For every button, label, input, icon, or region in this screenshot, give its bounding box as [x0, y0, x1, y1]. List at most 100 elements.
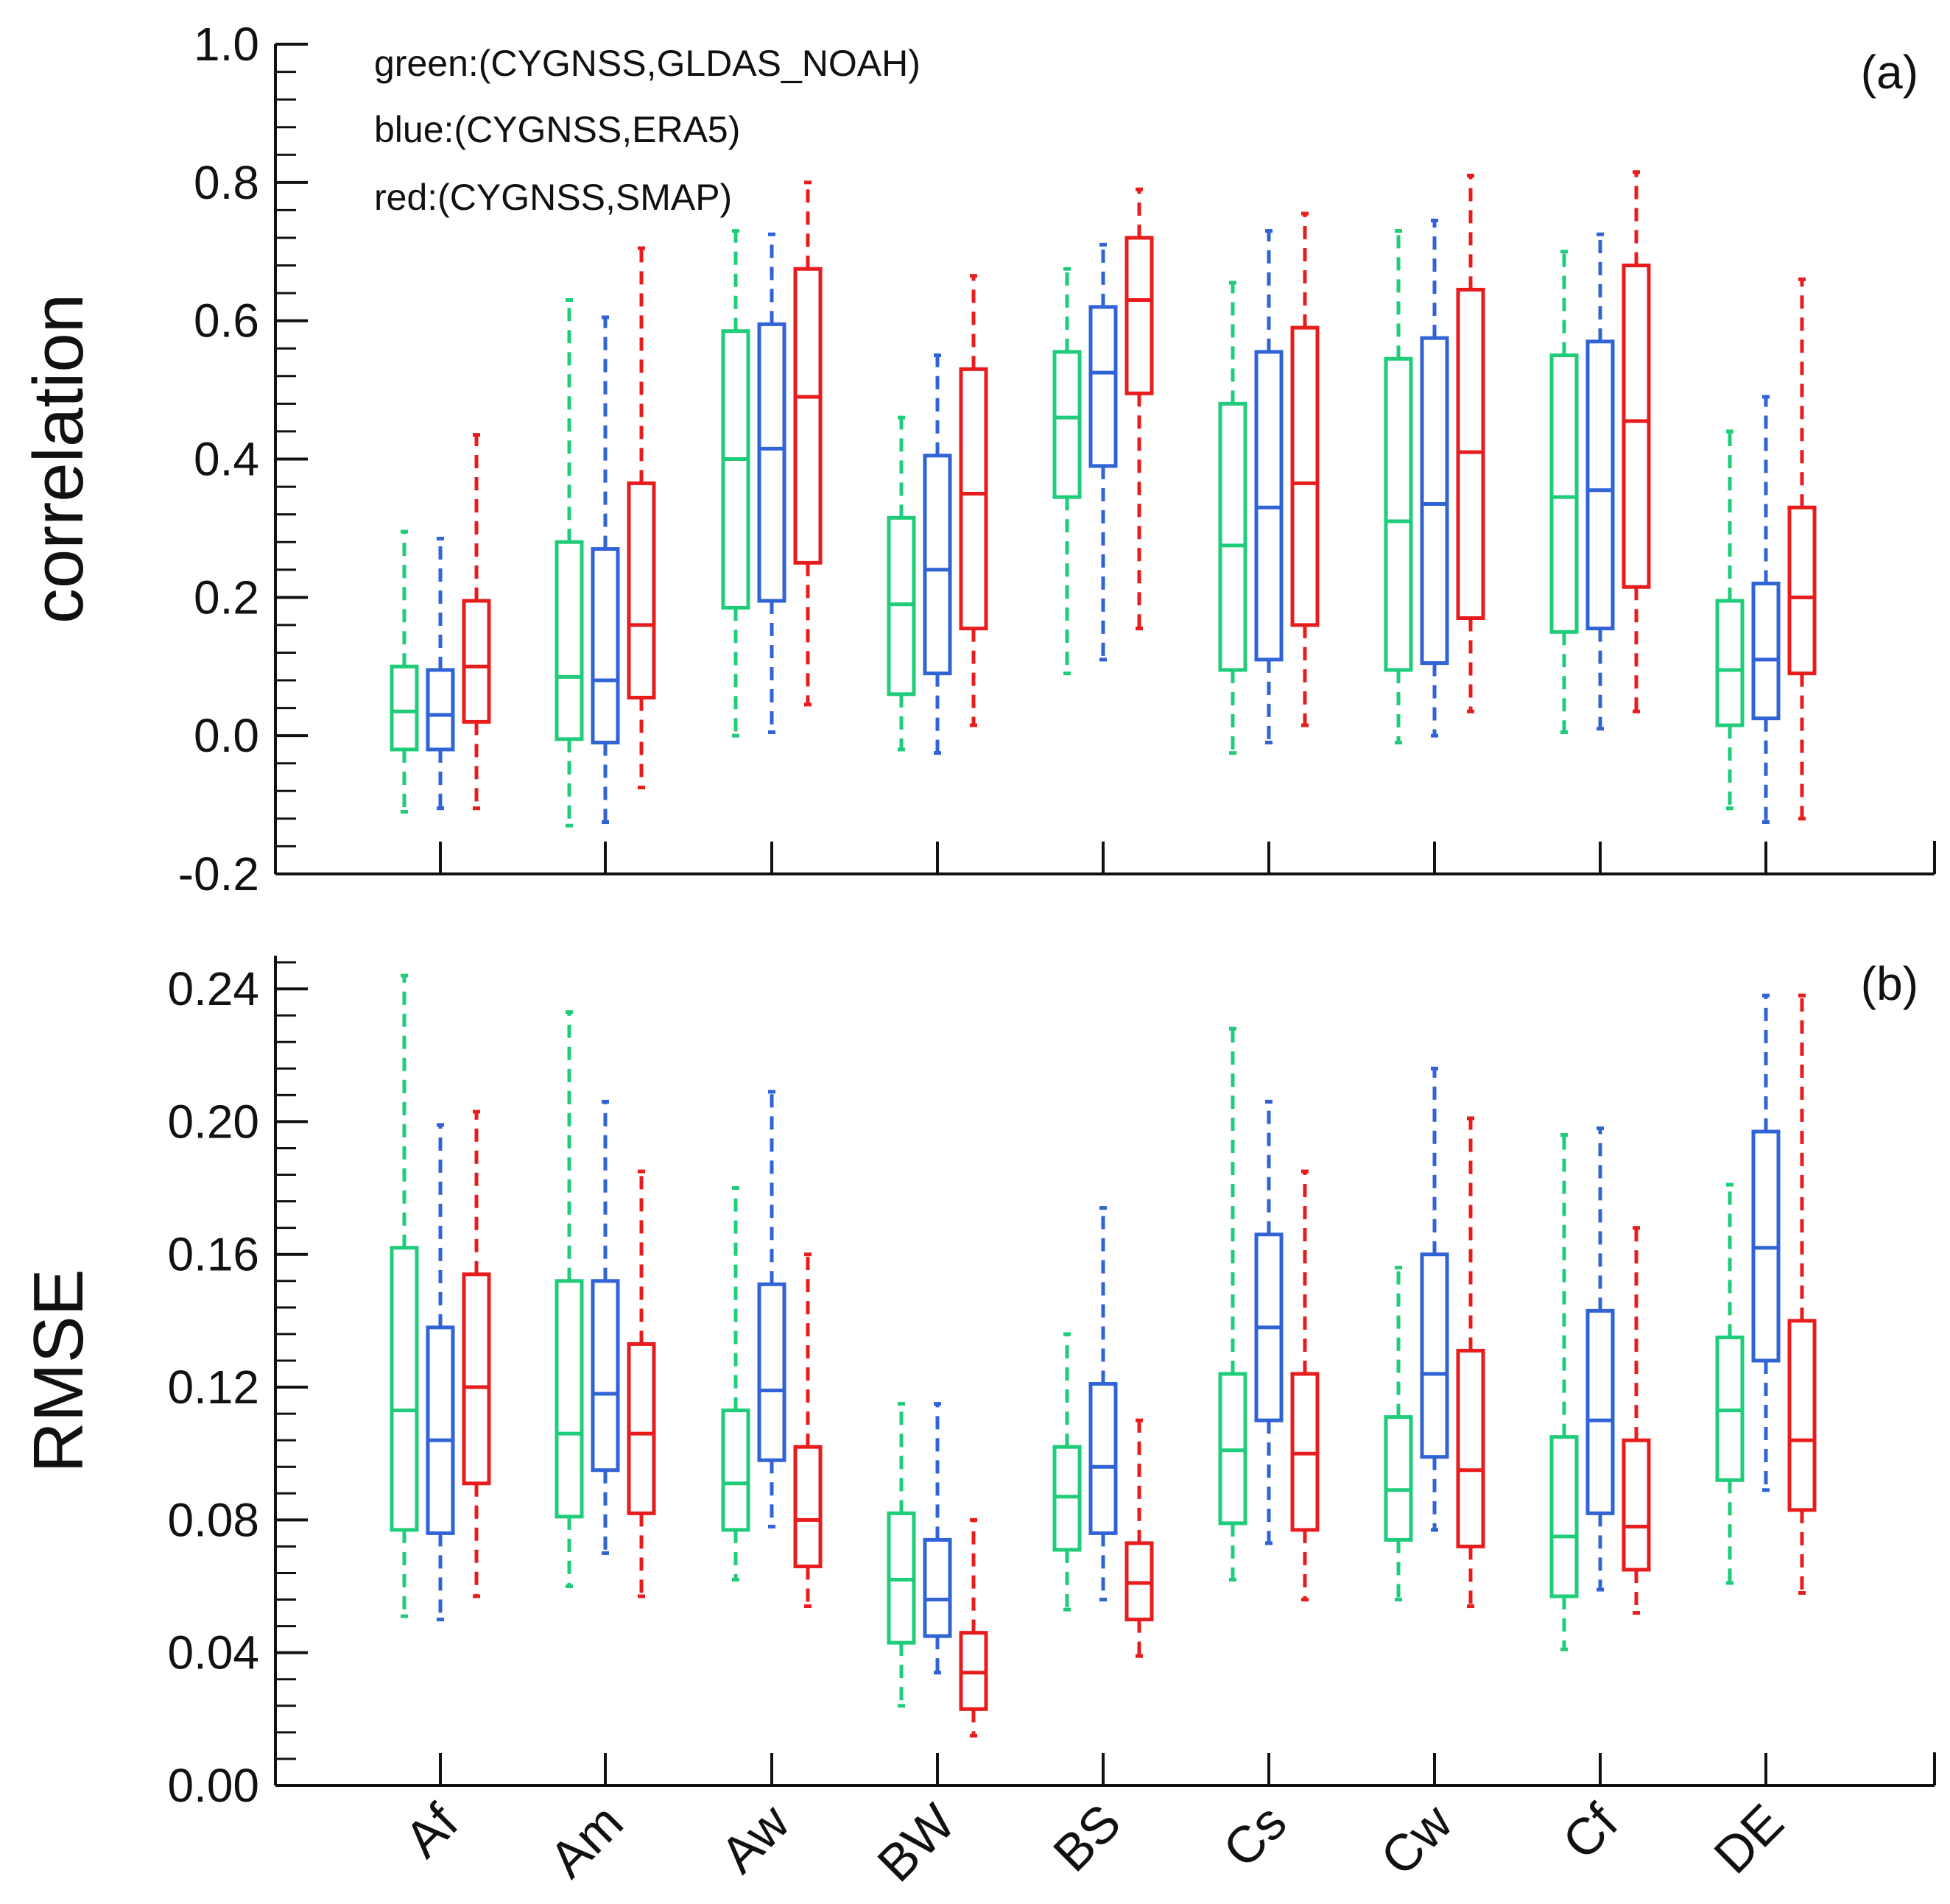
- box-Cs-1: [1254, 229, 1284, 745]
- box-Am-2: [627, 1169, 656, 1598]
- box-Am-1: [591, 315, 620, 825]
- boxes: [390, 973, 1817, 1738]
- iqr-box: [721, 1408, 750, 1532]
- iqr-box: [1290, 325, 1320, 627]
- box-Af-0: [390, 973, 419, 1618]
- category-label: DE: [1703, 1793, 1795, 1884]
- iqr-box: [1088, 305, 1118, 468]
- iqr-box: [1549, 353, 1579, 634]
- box-Cw-2: [1456, 1116, 1485, 1609]
- iqr-box: [591, 547, 620, 745]
- legend: green:(CYGNSS,GLDAS_NOAH) blue:(CYGNSS,E…: [374, 43, 921, 218]
- box-DE-2: [1787, 277, 1817, 821]
- iqr-box: [1787, 505, 1817, 676]
- box-Cs-0: [1218, 1026, 1247, 1582]
- box-Am-2: [627, 246, 656, 790]
- iqr-box: [555, 540, 584, 741]
- box-Af-1: [426, 537, 455, 811]
- iqr-box: [462, 599, 491, 724]
- box-BS-0: [1052, 267, 1082, 676]
- y-tick-label: 0.6: [194, 295, 259, 348]
- box-BW-2: [959, 274, 988, 727]
- box-Aw-2: [793, 180, 823, 707]
- y-axis-title: RMSE: [19, 1269, 98, 1473]
- iqr-box: [555, 1279, 584, 1519]
- iqr-box: [627, 481, 656, 700]
- iqr-box: [1585, 339, 1615, 631]
- iqr-box: [1622, 264, 1651, 589]
- box-BS-1: [1088, 242, 1118, 662]
- category-label: Af: [394, 1793, 469, 1868]
- box-Af-0: [390, 529, 419, 814]
- iqr-box: [1052, 350, 1082, 499]
- box-Cw-1: [1420, 1066, 1449, 1532]
- box-Cw-0: [1384, 229, 1413, 745]
- y-tick-label: 0.4: [194, 433, 259, 486]
- box-Am-1: [591, 1099, 620, 1555]
- box-Cs-0: [1218, 281, 1247, 755]
- box-Am-0: [555, 297, 584, 828]
- legend-entry-green: green:(CYGNSS,GLDAS_NOAH): [374, 43, 921, 84]
- y-tick-label: 0.16: [167, 1228, 259, 1281]
- panel-label: (a): [1861, 46, 1918, 99]
- iqr-box: [1549, 1435, 1579, 1598]
- box-Cf-1: [1585, 1126, 1615, 1592]
- box-DE-0: [1715, 429, 1745, 811]
- iqr-box: [923, 454, 952, 676]
- box-Cf-1: [1585, 232, 1615, 731]
- iqr-box: [959, 367, 988, 631]
- y-tick-label: -0.2: [178, 847, 259, 900]
- box-Af-2: [462, 433, 491, 811]
- y-tick-label: 1.0: [194, 18, 259, 71]
- iqr-box: [1384, 1415, 1413, 1542]
- y-tick-label: 0.8: [194, 156, 259, 209]
- panel-label: (b): [1861, 957, 1918, 1010]
- box-Cs-2: [1290, 211, 1320, 727]
- box-Af-2: [462, 1110, 491, 1598]
- y-tick-label: 0.20: [167, 1095, 259, 1148]
- iqr-box: [757, 1282, 786, 1462]
- box-Aw-1: [757, 1090, 786, 1529]
- iqr-box: [426, 1325, 455, 1535]
- box-BS-2: [1124, 187, 1154, 631]
- iqr-box: [390, 664, 419, 752]
- rmse-panel: 0.00 0.04 0.08 0.12 0.16 0.20 0.24 RMSE (b): [19, 956, 1936, 1812]
- iqr-box: [721, 329, 750, 610]
- box-Aw-0: [721, 229, 750, 738]
- box-Cf-0: [1549, 250, 1579, 734]
- box-Aw-2: [793, 1252, 823, 1609]
- box-Cw-0: [1384, 1266, 1413, 1602]
- box-Cf-2: [1622, 170, 1651, 713]
- y-tick-label: 0.0: [194, 709, 259, 762]
- y-tick-label: 0.00: [167, 1759, 259, 1812]
- box-Aw-1: [757, 232, 786, 734]
- category-label: Am: [538, 1793, 633, 1888]
- iqr-box: [1088, 1382, 1118, 1535]
- category-label: Cf: [1552, 1793, 1629, 1870]
- box-Cs-1: [1254, 1099, 1284, 1545]
- box-Cf-2: [1622, 1226, 1651, 1615]
- box-BW-0: [887, 1402, 916, 1708]
- box-DE-2: [1787, 993, 1817, 1596]
- box-Af-1: [426, 1123, 455, 1622]
- iqr-box: [1384, 356, 1413, 672]
- iqr-box: [462, 1272, 491, 1486]
- box-DE-1: [1751, 993, 1781, 1492]
- category-label: Cw: [1370, 1793, 1463, 1886]
- iqr-box: [1218, 401, 1247, 672]
- iqr-box: [1585, 1308, 1615, 1515]
- iqr-box: [1787, 1319, 1817, 1512]
- box-BS-2: [1124, 1418, 1154, 1658]
- box-BW-1: [923, 1402, 952, 1675]
- iqr-box: [757, 322, 786, 603]
- iqr-box: [1456, 1348, 1485, 1548]
- box-DE-0: [1715, 1182, 1745, 1585]
- box-BW-1: [923, 353, 952, 755]
- x-ticks: [439, 842, 1767, 874]
- category-labels: Af Am Aw BW BS Cs Cw Cf DE: [394, 1793, 1795, 1892]
- iqr-box: [1124, 236, 1154, 395]
- box-BS-0: [1052, 1332, 1082, 1612]
- y-tick-label: 0.08: [167, 1493, 259, 1546]
- category-label: Cs: [1212, 1793, 1298, 1878]
